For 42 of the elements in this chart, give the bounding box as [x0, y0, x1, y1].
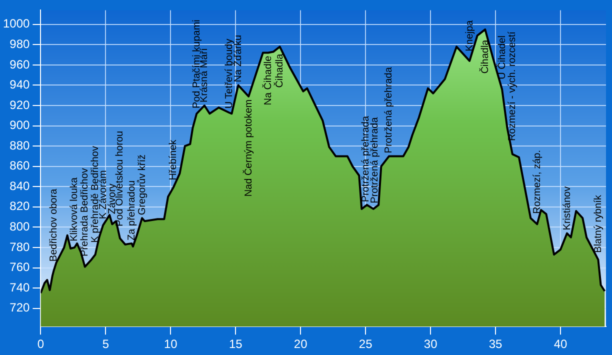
y-tick-label: 980 [10, 36, 30, 51]
annotation: Za přehradou [126, 180, 138, 240]
y-tick-label: 800 [10, 220, 30, 234]
annotation: Protržená přehrada [369, 116, 380, 204]
y-tick-label: 820 [10, 199, 30, 214]
annotation: Protržená přehrada [360, 116, 372, 202]
annotation: Gregorův kříž [136, 154, 148, 216]
x-tick-label: 15 [228, 337, 243, 352]
y-tick-label: 940 [10, 78, 30, 92]
x-tick-label: 0 [37, 337, 44, 352]
y-tick-label: 740 [10, 280, 30, 294]
annotation: Bedřichov obora [48, 188, 60, 262]
annotation: Protržená přehrada [384, 66, 395, 154]
y-tick-label: 720 [10, 300, 30, 315]
annotation: Hřebínek [168, 138, 179, 180]
annotation: Klikvová louka [69, 177, 80, 242]
annotation: Na Čihadle [262, 55, 274, 106]
annotation: Nad Černým potokem [242, 99, 254, 197]
y-tick-label: 920 [10, 98, 30, 112]
y-tick-label: 880 [10, 138, 30, 152]
annotation: Čihadla [274, 53, 286, 88]
y-tick-label: 760 [10, 260, 30, 274]
x-tick-label: 25 [358, 337, 373, 352]
x-tick-label: 40 [554, 337, 568, 352]
annotation: Přehrada Bedřichov [80, 168, 91, 256]
y-tick-label: 960 [10, 57, 30, 72]
y-tick-label: 860 [10, 158, 30, 173]
x-tick-label: 5 [102, 337, 110, 352]
y-tick-label: 900 [10, 118, 30, 132]
x-tick-label: 35 [488, 337, 503, 352]
y-tick-label: 840 [10, 178, 30, 193]
annotation: Blatný rybník [592, 194, 604, 253]
y-tick-label: 1000 [2, 16, 30, 31]
annotation: Čihadla [478, 39, 491, 74]
annotation: Knejpa [464, 20, 476, 52]
annotation: Rozmezí, záp. [532, 150, 543, 214]
annotation: Závory [106, 184, 118, 214]
x-tick-label: 30 [424, 337, 438, 352]
x-tick-label: 10 [164, 337, 178, 352]
y-tick-label: 780 [10, 240, 30, 254]
annotation: Kristiánov [562, 186, 573, 230]
x-tick-label: 20 [294, 337, 308, 352]
